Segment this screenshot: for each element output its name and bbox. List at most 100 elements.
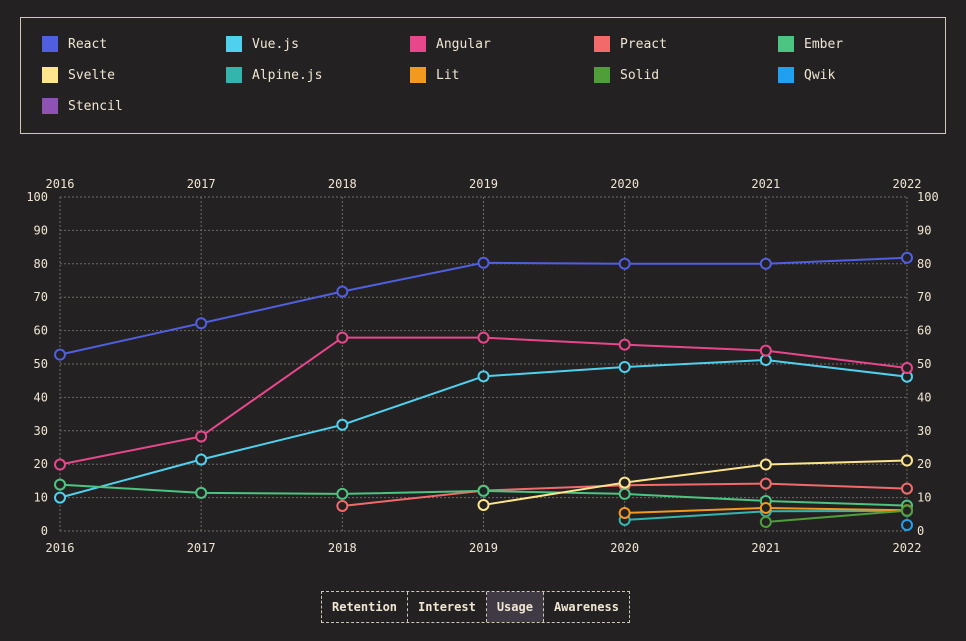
- vuejs-point: [336, 418, 349, 431]
- ember-point: [195, 486, 208, 499]
- angular-swatch: [410, 36, 426, 52]
- legend-label: Ember: [804, 36, 844, 52]
- x-tick-label-bottom: 2018: [328, 541, 357, 555]
- legend-item-alpinejs[interactable]: Alpine.js: [226, 67, 322, 83]
- y-tick-label-left: 10: [34, 491, 48, 505]
- y-tick-label-right: 0: [917, 524, 924, 538]
- vuejs-swatch: [226, 36, 242, 52]
- y-tick-label-left: 50: [34, 357, 48, 371]
- angular-point: [336, 331, 349, 344]
- qwik-swatch: [778, 67, 794, 83]
- x-tick-label-top: 2020: [610, 177, 639, 191]
- react-point: [336, 285, 349, 298]
- stencil-swatch: [42, 98, 58, 114]
- x-tick-label-bottom: 2022: [893, 541, 922, 555]
- y-tick-label-right: 70: [917, 290, 931, 304]
- svelte-point: [901, 454, 913, 467]
- legend-item-solid[interactable]: Solid: [594, 67, 659, 83]
- vuejs-point: [618, 361, 631, 374]
- x-tick-label-top: 2022: [893, 177, 922, 191]
- legend-label: Preact: [620, 36, 667, 52]
- svelte-line: [483, 459, 908, 506]
- ember-swatch: [778, 36, 794, 52]
- y-tick-label-right: 40: [917, 390, 931, 404]
- react-point: [477, 256, 490, 269]
- y-tick-label-right: 100: [917, 190, 939, 204]
- react-point: [618, 257, 631, 270]
- solid-point: [901, 504, 913, 517]
- angular-point: [54, 458, 66, 471]
- ember-point: [477, 484, 490, 497]
- solid-line: [765, 509, 908, 523]
- y-tick-label-left: 60: [34, 324, 48, 338]
- x-tick-label-bottom: 2017: [187, 541, 216, 555]
- angular-point: [759, 344, 772, 357]
- ember-point: [54, 478, 66, 491]
- lit-point: [759, 501, 772, 514]
- legend: React Vue.js Angular Preact Ember Svelte…: [20, 17, 946, 134]
- x-tick-label-bottom: 2020: [610, 541, 639, 555]
- preact-swatch: [594, 36, 610, 52]
- angular-point: [195, 430, 208, 443]
- x-tick-label-top: 2017: [187, 177, 216, 191]
- vuejs-point: [477, 370, 490, 383]
- x-tick-label-top: 2019: [469, 177, 498, 191]
- legend-item-ember[interactable]: Ember: [778, 36, 843, 52]
- y-tick-label-right: 30: [917, 424, 931, 438]
- angular-point: [901, 362, 913, 375]
- alpinejs-swatch: [226, 67, 242, 83]
- y-tick-label-right: 60: [917, 324, 931, 338]
- legend-label: Lit: [436, 67, 460, 83]
- svelte-point: [477, 498, 490, 511]
- legend-item-lit[interactable]: Lit: [410, 67, 459, 83]
- y-tick-label-left: 100: [26, 190, 48, 204]
- y-tick-label-right: 90: [917, 223, 931, 237]
- y-tick-label-right: 10: [917, 491, 931, 505]
- x-tick-label-bottom: 2019: [469, 541, 498, 555]
- legend-label: Angular: [436, 36, 491, 52]
- lit-swatch: [410, 67, 426, 83]
- x-tick-label-bottom: 2016: [46, 541, 75, 555]
- svelte-swatch: [42, 67, 58, 83]
- react-swatch: [42, 36, 58, 52]
- y-tick-label-left: 70: [34, 290, 48, 304]
- legend-label: Svelte: [68, 67, 115, 83]
- lit-point: [618, 506, 631, 519]
- tab-interest[interactable]: Interest: [408, 592, 487, 622]
- legend-item-react[interactable]: React: [42, 36, 107, 52]
- tab-retention[interactable]: Retention: [322, 592, 409, 622]
- y-tick-label-right: 50: [917, 357, 931, 371]
- legend-label: Vue.js: [252, 36, 299, 52]
- preact-point: [759, 477, 772, 490]
- y-tick-label-left: 90: [34, 223, 48, 237]
- x-tick-label-top: 2021: [751, 177, 780, 191]
- y-tick-label-left: 80: [34, 257, 48, 271]
- tab-awareness[interactable]: Awareness: [544, 592, 629, 622]
- legend-item-qwik[interactable]: Qwik: [778, 67, 835, 83]
- angular-point: [618, 338, 631, 351]
- react-point: [901, 251, 913, 264]
- ember-point: [336, 487, 349, 500]
- legend-item-vuejs[interactable]: Vue.js: [226, 36, 299, 52]
- preact-point: [336, 499, 349, 512]
- tab-usage[interactable]: Usage: [486, 592, 544, 622]
- legend-item-preact[interactable]: Preact: [594, 36, 667, 52]
- react-point: [759, 257, 772, 270]
- svelte-point: [759, 458, 772, 471]
- y-tick-label-right: 80: [917, 257, 931, 271]
- legend-item-stencil[interactable]: Stencil: [42, 98, 123, 114]
- y-tick-label-right: 20: [917, 457, 931, 471]
- solid-swatch: [594, 67, 610, 83]
- vuejs-point: [54, 491, 66, 504]
- metric-tabs: Retention Interest Usage Awareness: [321, 591, 630, 623]
- ember-point: [618, 487, 631, 500]
- y-tick-label-left: 0: [41, 524, 48, 538]
- y-tick-label-left: 40: [34, 390, 48, 404]
- qwik-point: [901, 518, 913, 531]
- preact-point: [901, 482, 913, 495]
- legend-item-svelte[interactable]: Svelte: [42, 67, 115, 83]
- legend-item-angular[interactable]: Angular: [410, 36, 491, 52]
- angular-point: [477, 331, 490, 344]
- legend-label: Solid: [620, 67, 660, 83]
